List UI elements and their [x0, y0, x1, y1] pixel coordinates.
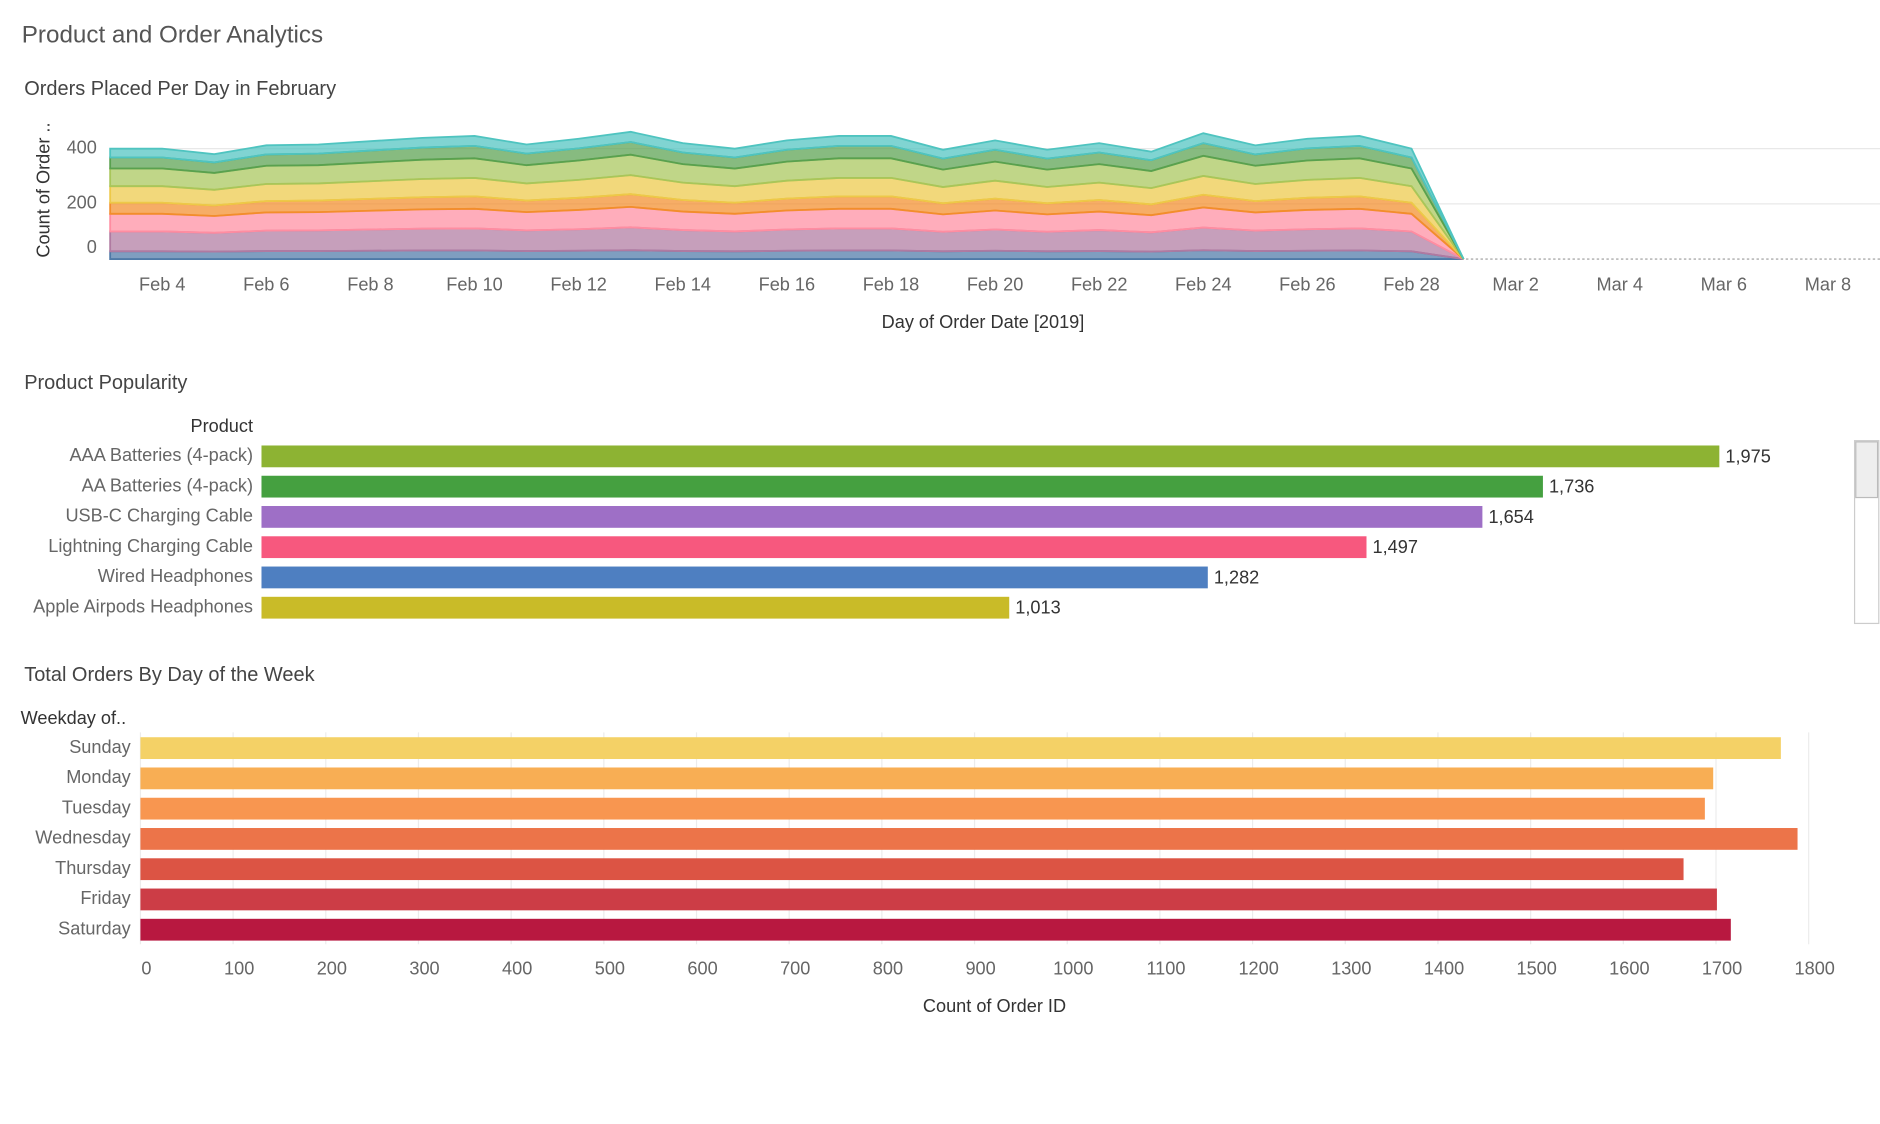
x-tick-label: Feb 6 [243, 274, 289, 294]
x-tick-label: 800 [873, 958, 903, 978]
x-tick-label: 700 [780, 958, 810, 978]
bar [140, 767, 1714, 790]
x-tick-label: 1000 [1053, 958, 1093, 978]
category-label: USB-C Charging Cable [65, 506, 253, 526]
x-axis-label: Count of Order ID [923, 996, 1066, 1016]
y-tick-label: 200 [67, 193, 97, 213]
x-tick-label: Feb 16 [759, 274, 815, 294]
category-label: Wednesday [35, 828, 131, 848]
category-label: Saturday [58, 919, 132, 939]
x-tick-label: 300 [409, 958, 439, 978]
x-tick-label: Feb 4 [139, 274, 185, 294]
category-label: Wired Headphones [98, 566, 253, 586]
x-tick-label: 1800 [1795, 958, 1835, 978]
bar [261, 596, 1010, 619]
category-label: Thursday [55, 858, 132, 878]
category-label: Apple Airpods Headphones [33, 596, 253, 616]
x-tick-label: Mar 2 [1492, 274, 1538, 294]
chart-title: Product Popularity [24, 372, 187, 394]
x-tick-label: 1700 [1702, 958, 1742, 978]
category-header: Product [190, 416, 253, 436]
x-tick-label: Feb 14 [655, 274, 711, 294]
x-tick-label: Feb 20 [967, 274, 1023, 294]
x-tick-label: 1400 [1424, 958, 1464, 978]
bar [140, 858, 1684, 881]
chart-title: Total Orders By Day of the Week [24, 664, 315, 686]
x-tick-label: Feb 18 [863, 274, 919, 294]
x-tick-label: Feb 28 [1383, 274, 1439, 294]
x-tick-label: 1200 [1238, 958, 1278, 978]
category-label: Tuesday [62, 797, 132, 817]
x-tick-label: Feb 22 [1071, 274, 1127, 294]
x-tick-label: 500 [595, 958, 625, 978]
category-label: Monday [66, 767, 131, 787]
bar [140, 828, 1798, 850]
x-tick-label: Feb 12 [550, 274, 606, 294]
x-tick-label: Feb 24 [1175, 274, 1231, 294]
x-tick-label: 1100 [1146, 958, 1185, 978]
bar [140, 918, 1731, 941]
y-tick-label: 0 [87, 237, 97, 257]
bar [261, 475, 1543, 498]
dashboard-title: Product and Order Analytics [22, 22, 323, 49]
category-label: Sunday [69, 737, 131, 757]
bar [261, 566, 1208, 589]
x-tick-label: Mar 6 [1701, 274, 1747, 294]
x-tick-label: 0 [141, 958, 151, 978]
category-header: Weekday of.. [21, 708, 127, 728]
x-tick-label: Mar 8 [1805, 274, 1851, 294]
bar [140, 888, 1717, 911]
bar [140, 737, 1781, 760]
value-label: 1,736 [1549, 477, 1594, 497]
x-tick-label: 1500 [1517, 958, 1557, 978]
value-label: 1,013 [1015, 598, 1060, 618]
category-label: Friday [80, 888, 131, 908]
x-axis-label: Day of Order Date [2019] [882, 312, 1085, 332]
value-label: 1,282 [1214, 567, 1259, 587]
bar [140, 797, 1705, 820]
bar [261, 536, 1367, 559]
bar [261, 445, 1720, 468]
x-tick-label: Feb 26 [1279, 274, 1335, 294]
category-label: AA Batteries (4-pack) [82, 475, 253, 495]
x-tick-label: Mar 4 [1597, 274, 1643, 294]
chart-title: Orders Placed Per Day in February [24, 78, 336, 100]
x-tick-label: 1600 [1609, 958, 1649, 978]
x-tick-label: Feb 8 [347, 274, 393, 294]
value-label: 1,654 [1488, 507, 1533, 527]
y-axis-label: Count of Order .. [34, 123, 54, 258]
value-label: 1,975 [1725, 446, 1770, 466]
y-tick-label: 400 [67, 137, 97, 157]
bar [261, 506, 1483, 528]
x-tick-label: 600 [687, 958, 717, 978]
area-layer [109, 130, 1465, 260]
x-tick-label: 100 [224, 958, 254, 978]
x-tick-label: 900 [965, 958, 995, 978]
x-tick-label: Feb 10 [446, 274, 502, 294]
x-tick-label: 400 [502, 958, 532, 978]
value-label: 1,497 [1373, 537, 1418, 557]
category-label: AAA Batteries (4-pack) [70, 445, 254, 465]
scrollbar-thumb[interactable] [1855, 441, 1879, 499]
category-label: Lightning Charging Cable [48, 536, 253, 556]
x-tick-label: 200 [317, 958, 347, 978]
x-tick-label: 1300 [1331, 958, 1371, 978]
